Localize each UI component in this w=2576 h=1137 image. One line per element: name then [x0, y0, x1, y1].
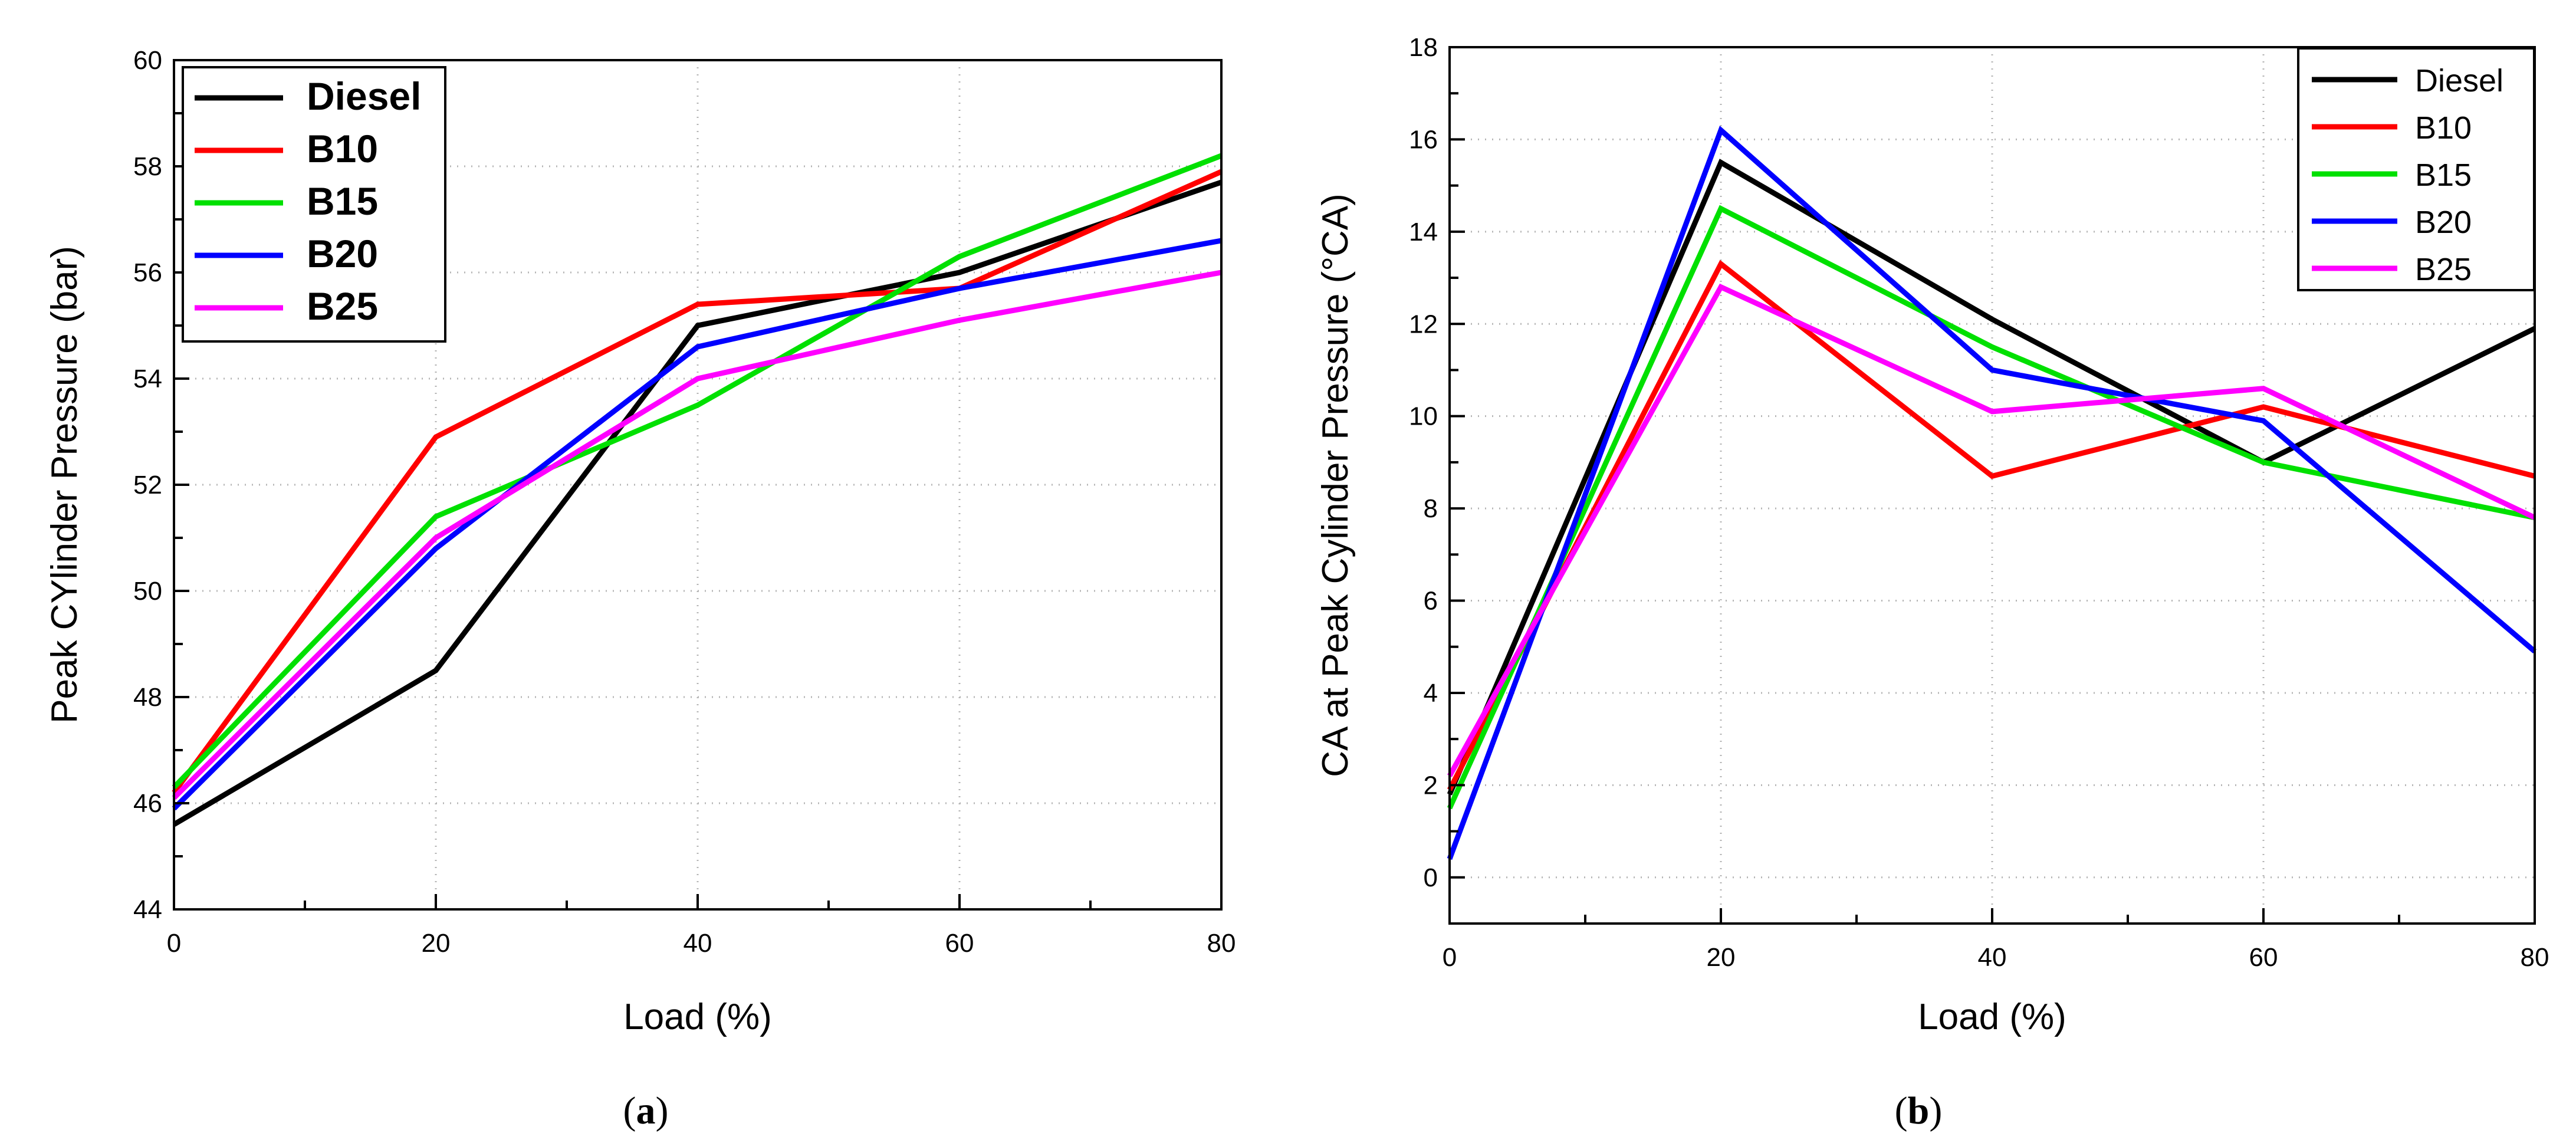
x-tick-label: 60 — [2249, 943, 2278, 972]
x-tick-label: 0 — [1443, 943, 1457, 972]
x-tick-label: 20 — [422, 929, 451, 958]
x-tick-label: 80 — [2521, 943, 2549, 972]
caption-suffix: ) — [656, 1089, 669, 1132]
legend: Diesel B10 B15 B20 B25 — [2297, 47, 2535, 291]
caption-letter: a — [636, 1089, 656, 1132]
series-group — [1447, 126, 2536, 860]
y-tick-label: 60 — [133, 46, 162, 75]
series-line-b25 — [1447, 283, 2536, 777]
y-axis-title: CA at Peak Cylinder Pressure (°CA) — [1315, 193, 1356, 777]
x-tick-label: 40 — [684, 929, 712, 958]
y-tick-label: 58 — [133, 152, 162, 181]
x-tick-label: 0 — [167, 929, 181, 958]
caption-prefix: ( — [623, 1089, 636, 1132]
series-line-diesel — [172, 179, 1223, 827]
y-tick-label: 2 — [1424, 771, 1438, 800]
y-tick-label: 14 — [1409, 218, 1438, 247]
legend: Diesel B10 B15 B20 B25 — [182, 66, 446, 343]
caption-prefix: ( — [1895, 1089, 1908, 1132]
caption-suffix: ) — [1929, 1089, 1942, 1132]
series-line-b10 — [1447, 259, 2536, 791]
series-line-b20 — [172, 238, 1222, 811]
caption: (b) — [1895, 1089, 1943, 1132]
legend-label: Diesel — [2415, 63, 2503, 98]
y-axis-title: Peak CYlinder Pressure (bar) — [44, 246, 85, 724]
legend-box — [2297, 47, 2535, 291]
legend-label: Diesel — [307, 74, 421, 118]
y-tick-label: 48 — [133, 683, 162, 712]
y-tick-label: 16 — [1409, 125, 1438, 154]
series-line-b15 — [1447, 205, 2535, 810]
y-tick-label: 18 — [1409, 33, 1438, 62]
y-tick-label: 10 — [1409, 402, 1438, 431]
x-tick-label: 20 — [1707, 943, 1736, 972]
y-tick-label: 46 — [133, 789, 162, 818]
y-tick-label: 52 — [133, 471, 162, 500]
series-line-b15 — [172, 153, 1223, 790]
legend-label: B25 — [307, 284, 378, 328]
y-tick-label: 44 — [133, 895, 162, 924]
x-axis-title: Load (%) — [623, 997, 772, 1037]
legend-label: B20 — [307, 232, 378, 275]
legend-label: B10 — [2415, 110, 2472, 146]
y-tick-label: 50 — [133, 577, 162, 606]
legend-label: B15 — [307, 179, 378, 223]
y-tick-label: 4 — [1424, 679, 1438, 708]
legend-label: B25 — [2415, 252, 2472, 287]
series-line-b20 — [1447, 126, 2536, 860]
legend-label: B15 — [2415, 157, 2472, 193]
x-tick-label: 40 — [1978, 943, 2007, 972]
series-group — [172, 153, 1223, 827]
y-tick-label: 54 — [133, 364, 162, 393]
x-tick-label: 80 — [1207, 929, 1236, 958]
x-axis-title: Load (%) — [1918, 997, 2066, 1037]
caption: (a) — [623, 1089, 669, 1132]
legend-label: B20 — [2415, 205, 2472, 240]
legend-label: B10 — [307, 127, 378, 170]
chart-b: 0 20 40 60 80 0 2 4 6 8 10 12 14 16 18 Load (%) CA at Pe… — [1315, 33, 2549, 1132]
series-line-b25 — [172, 270, 1222, 800]
y-tick-label: 6 — [1424, 587, 1438, 616]
y-tick-label: 8 — [1424, 494, 1438, 523]
series-line-b10 — [172, 169, 1223, 794]
caption-letter: b — [1908, 1089, 1930, 1132]
y-tick-label: 0 — [1424, 863, 1438, 892]
x-tick-label: 60 — [945, 929, 974, 958]
y-tick-label: 12 — [1409, 310, 1438, 339]
chart-a: 0 20 40 60 80 44 46 48 50 52 54 56 58 60 Load (%) Peak … — [44, 46, 1236, 1132]
y-tick-label: 56 — [133, 258, 162, 287]
